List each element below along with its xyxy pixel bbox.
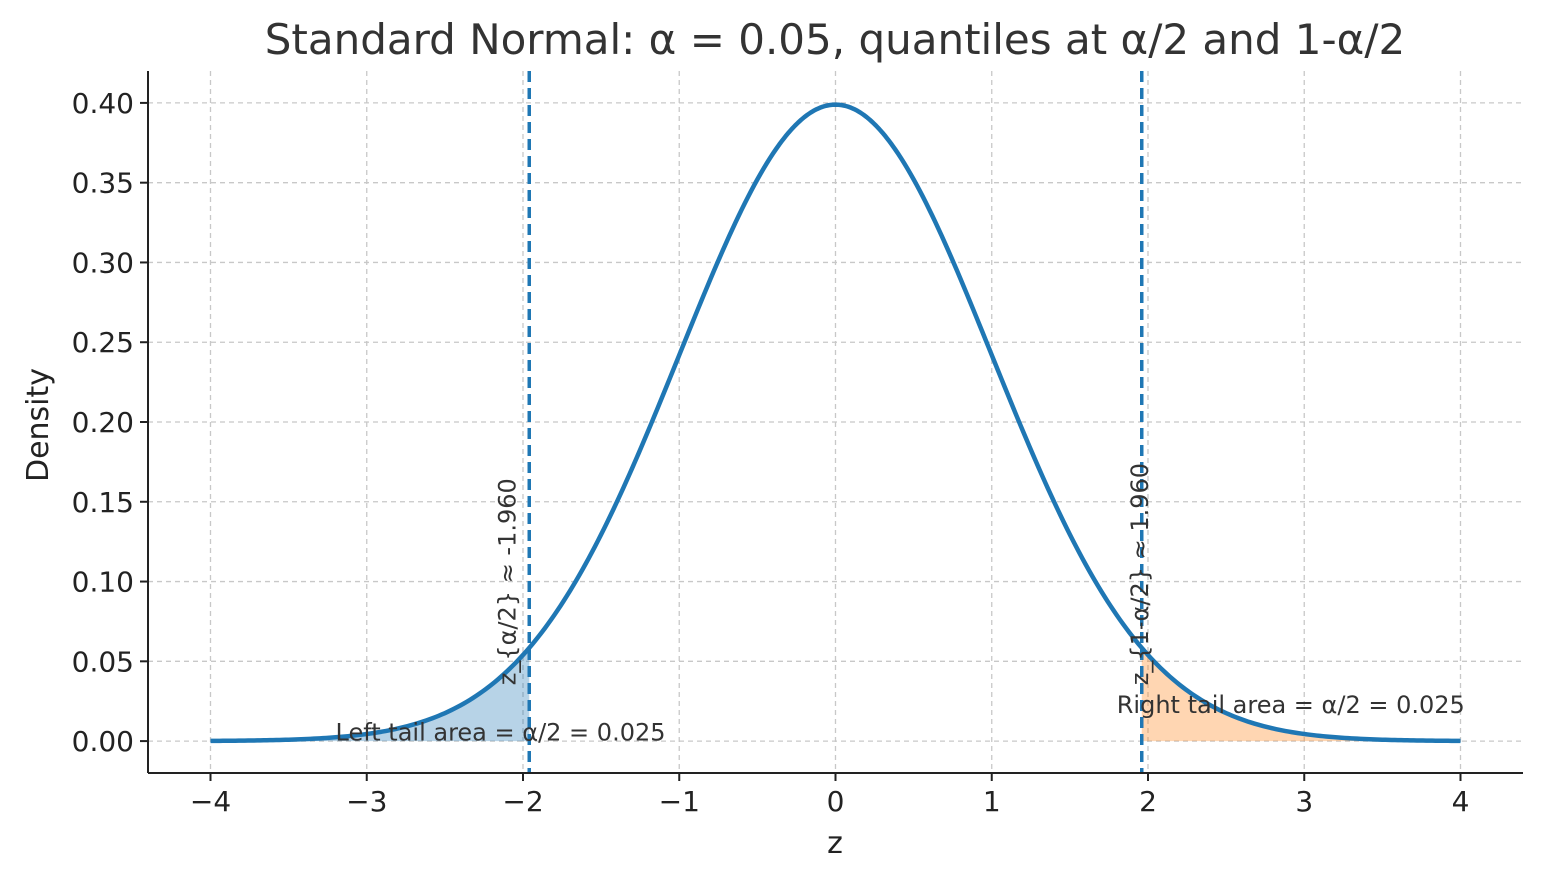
y-tick-label: 0.10 (72, 566, 134, 599)
x-tick-label: 2 (1139, 785, 1157, 818)
x-tick-label: 3 (1295, 785, 1313, 818)
x-tick-label: −1 (659, 785, 700, 818)
left-tail-area (210, 647, 530, 742)
right-tail-area (1141, 647, 1461, 742)
x-axis-label: z (827, 826, 843, 861)
left-tail-annotation: Left tail area = α/2 = 0.025 (336, 718, 666, 746)
y-tick-label: 0.05 (72, 645, 134, 678)
y-tick-label: 0.25 (72, 326, 134, 359)
curve-layer (210, 102, 1461, 744)
annotations: z_{α/2} ≈ -1.960 z_{1-α/2} ≈ 1.960 Left ta… (336, 463, 1465, 746)
upper-quantile-label: z_{1-α/2} ≈ 1.960 (1126, 463, 1154, 685)
y-axis-label: Density (21, 368, 56, 482)
x-tick-label: −2 (502, 785, 543, 818)
x-tick-label: 0 (827, 785, 845, 818)
y-tick-label: 0.30 (72, 246, 134, 279)
y-tick-label: 0.00 (72, 725, 134, 758)
quantile-lines (527, 71, 1144, 773)
tail-areas (210, 647, 1461, 742)
tick-layer: −4 −3 −2 −1 0 1 2 3 4 0.00 0.05 0.10 0.15 0.20 0.25 0.3… (72, 87, 1470, 818)
y-tick-label: 0.20 (72, 406, 134, 439)
density-curve (210, 102, 1461, 744)
grid-layer (148, 71, 1523, 773)
lower-quantile-label: z_{α/2} ≈ -1.960 (493, 478, 521, 685)
chart-title: Standard Normal: α = 0.05, quantiles at … (265, 15, 1405, 64)
x-tick-label: −4 (190, 785, 231, 818)
x-tick-label: 1 (983, 785, 1001, 818)
right-tail-annotation: Right tail area = α/2 = 0.025 (1117, 691, 1465, 719)
x-tick-label: −3 (346, 785, 387, 818)
y-tick-label: 0.15 (72, 486, 134, 519)
y-tick-label: 0.35 (72, 167, 134, 200)
y-tick-label: 0.40 (72, 87, 134, 120)
x-tick-label: 4 (1452, 785, 1470, 818)
